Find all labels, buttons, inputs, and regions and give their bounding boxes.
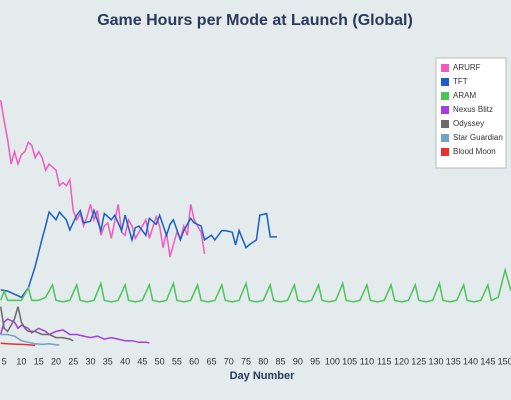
series-line (0, 208, 278, 299)
x-tick-label: 55 (172, 356, 182, 366)
x-tick-label: 80 (258, 356, 268, 366)
legend-label: Odyssey (453, 119, 484, 128)
legend-swatch (441, 120, 449, 128)
x-tick-label: 95 (310, 356, 320, 366)
x-tick-label: 35 (103, 356, 113, 366)
chart-title: Game Hours per Mode at Launch (Global) (97, 12, 413, 29)
series-line (0, 306, 74, 342)
x-tick-label: 25 (68, 356, 78, 366)
legend-swatch (441, 106, 449, 114)
x-tick-label: 45 (137, 356, 147, 366)
series-line (0, 333, 60, 346)
legend-label: Blood Moon (453, 147, 496, 156)
x-tick-label: 40 (120, 356, 130, 366)
x-tick-label: 85 (276, 356, 286, 366)
x-tick-label: 15 (34, 356, 44, 366)
x-tick-label: 145 (480, 356, 495, 366)
legend-swatch (441, 78, 449, 86)
x-tick-label: 60 (189, 356, 199, 366)
x-tick-label: 150 (498, 356, 511, 366)
x-tick-label: 70 (224, 356, 234, 366)
x-tick-label: 135 (446, 356, 461, 366)
x-tick-label: 10 (16, 356, 26, 366)
legend: ARURF TFT ARAM Nexus Blitz Odyssey Star Guard… (435, 57, 507, 169)
legend-swatch (441, 134, 449, 142)
x-tick-label: 100 (325, 356, 340, 366)
legend-label: Nexus Blitz (453, 105, 493, 114)
legend-swatch (441, 92, 449, 100)
series-line (0, 342, 36, 347)
legend-label: ARURF (453, 63, 481, 72)
x-tick-label: 110 (360, 356, 374, 366)
series-line (0, 267, 511, 303)
x-tick-label: 50 (155, 356, 165, 366)
series-line (0, 318, 150, 344)
x-tick-label: 90 (293, 356, 303, 366)
x-tick-label: 30 (86, 356, 96, 366)
x-tick-label: 105 (342, 356, 357, 366)
x-tick-label: 20 (51, 356, 61, 366)
legend-label: ARAM (453, 91, 476, 100)
legend-label: Star Guardian (453, 133, 503, 142)
x-tick-label: 130 (429, 356, 444, 366)
legend-label: TFT (453, 77, 468, 86)
x-tick-label: 5 (2, 356, 7, 366)
series-line (0, 99, 206, 258)
x-tick-label: 120 (394, 356, 409, 366)
plot-area (0, 99, 511, 347)
x-tick-label: 115 (377, 356, 391, 366)
x-tick-label: 125 (411, 356, 426, 366)
x-axis-title: Day Number (230, 370, 296, 382)
x-tick-label: 75 (241, 356, 251, 366)
x-tick-label: 140 (463, 356, 478, 366)
legend-swatch (441, 64, 449, 72)
x-tick-label: 65 (206, 356, 216, 366)
legend-swatch (441, 148, 449, 156)
